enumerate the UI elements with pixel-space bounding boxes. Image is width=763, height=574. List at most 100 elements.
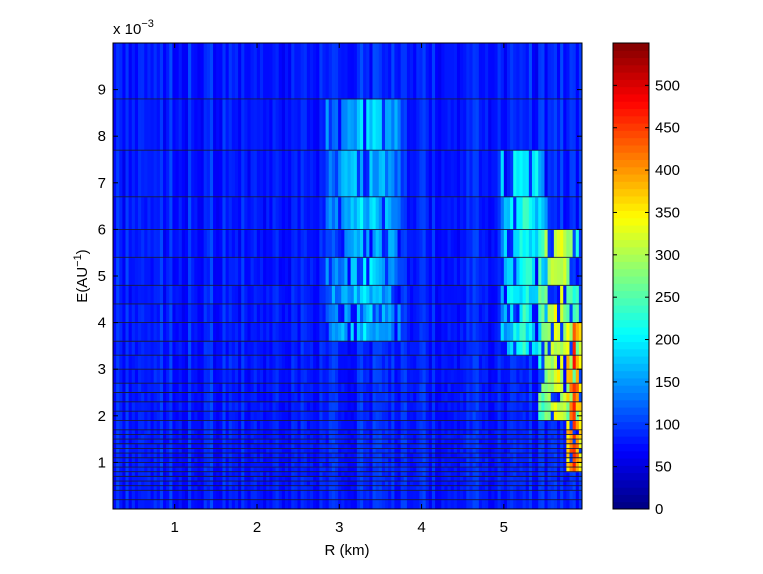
heatmap-cell bbox=[463, 392, 467, 403]
heatmap-cell bbox=[428, 303, 433, 323]
heatmap-cell bbox=[309, 411, 314, 421]
heatmap-cell bbox=[144, 257, 148, 286]
heatmap-cell bbox=[150, 411, 155, 421]
heatmap-cell bbox=[241, 392, 245, 403]
heatmap-cell bbox=[319, 453, 323, 459]
heatmap-cell bbox=[278, 499, 283, 510]
heatmap-cell bbox=[150, 429, 155, 435]
heatmap-cell bbox=[366, 439, 370, 445]
heatmap-cell bbox=[203, 420, 208, 431]
heatmap-cell bbox=[125, 499, 130, 510]
heatmap-cell bbox=[413, 322, 417, 342]
heatmap-cell bbox=[300, 471, 305, 477]
heatmap-cell bbox=[463, 434, 467, 440]
heatmap-cell bbox=[153, 150, 158, 198]
heatmap-cell bbox=[128, 467, 133, 473]
heatmap-cell bbox=[366, 476, 370, 482]
heatmap-cell bbox=[253, 229, 258, 258]
heatmap-cell bbox=[331, 257, 336, 286]
heatmap-cell bbox=[159, 257, 164, 286]
heatmap-cell bbox=[578, 285, 583, 305]
heatmap-cell bbox=[309, 196, 314, 230]
heatmap-cell bbox=[494, 462, 498, 468]
heatmap-cell bbox=[431, 471, 436, 477]
heatmap-cell bbox=[119, 196, 123, 230]
heatmap-cell bbox=[356, 43, 361, 100]
heatmap-cell bbox=[356, 448, 361, 454]
heatmap-cell bbox=[188, 383, 192, 393]
heatmap-cell bbox=[234, 439, 239, 445]
heatmap-cell bbox=[284, 434, 289, 440]
heatmap-cell bbox=[385, 499, 389, 510]
heatmap-cell bbox=[425, 341, 430, 356]
heatmap-cell bbox=[309, 429, 314, 435]
colorbar-tick-label: 50 bbox=[655, 459, 672, 476]
heatmap-cell bbox=[247, 481, 251, 487]
heatmap-cell bbox=[247, 457, 251, 463]
colorbar-segment bbox=[613, 268, 649, 277]
heatmap-cell bbox=[141, 98, 145, 151]
heatmap-cell bbox=[481, 467, 486, 473]
heatmap-cell bbox=[528, 285, 533, 305]
heatmap-cell bbox=[356, 229, 361, 258]
heatmap-cell bbox=[297, 443, 301, 449]
heatmap-cell bbox=[119, 369, 123, 384]
heatmap-cell bbox=[538, 257, 542, 286]
heatmap-cell bbox=[266, 355, 270, 370]
heatmap-cell bbox=[153, 341, 158, 356]
heatmap-cell bbox=[485, 485, 489, 491]
heatmap-cell bbox=[422, 392, 427, 403]
colorbar bbox=[613, 43, 649, 510]
heatmap-cell bbox=[216, 411, 220, 421]
heatmap-cell bbox=[503, 453, 508, 459]
heatmap-cell bbox=[510, 490, 514, 501]
heatmap-cell bbox=[288, 485, 292, 491]
heatmap-cell bbox=[231, 411, 236, 421]
heatmap-cell bbox=[225, 490, 230, 501]
heatmap-cell bbox=[513, 467, 517, 473]
heatmap-cell bbox=[372, 471, 377, 477]
heatmap-cell bbox=[344, 476, 348, 482]
heatmap-cell bbox=[460, 462, 464, 468]
heatmap-cell bbox=[497, 439, 502, 445]
heatmap-cell bbox=[113, 499, 117, 510]
heatmap-cell bbox=[238, 471, 242, 477]
heatmap-cell bbox=[300, 285, 305, 305]
heatmap-cell bbox=[469, 355, 473, 370]
heatmap-cell bbox=[531, 257, 536, 286]
heatmap-cell bbox=[344, 462, 348, 468]
heatmap-cell bbox=[206, 229, 211, 258]
heatmap-cell bbox=[478, 476, 483, 482]
heatmap-cell bbox=[197, 457, 201, 463]
heatmap-cell bbox=[328, 229, 333, 258]
heatmap-cell bbox=[513, 429, 517, 435]
heatmap-cell bbox=[322, 369, 327, 384]
heatmap-cell bbox=[500, 434, 505, 440]
heatmap-cell bbox=[410, 303, 414, 323]
heatmap-cell bbox=[309, 355, 314, 370]
heatmap-cell bbox=[553, 499, 558, 510]
heatmap-cell bbox=[319, 150, 323, 198]
colorbar-tick-label: 150 bbox=[655, 374, 680, 391]
heatmap-cell bbox=[522, 467, 527, 473]
heatmap-cell bbox=[294, 369, 298, 384]
heatmap-cell bbox=[500, 467, 505, 473]
heatmap-cell bbox=[413, 411, 417, 421]
heatmap-cell bbox=[313, 411, 317, 421]
heatmap-cell bbox=[222, 476, 226, 482]
heatmap-cell bbox=[500, 43, 505, 100]
heatmap-cell bbox=[506, 98, 511, 151]
heatmap-cell bbox=[181, 257, 186, 286]
colorbar-segment bbox=[613, 79, 649, 88]
heatmap-cell bbox=[138, 420, 142, 431]
heatmap-cell bbox=[147, 401, 151, 412]
heatmap-cell bbox=[575, 439, 580, 445]
heatmap-cell bbox=[553, 257, 558, 286]
heatmap-cell bbox=[181, 411, 186, 421]
heatmap-cell bbox=[306, 420, 311, 431]
heatmap-cell bbox=[447, 453, 452, 459]
y-tick-label: 8 bbox=[98, 128, 106, 145]
heatmap-cell bbox=[394, 401, 398, 412]
heatmap-cell bbox=[278, 355, 283, 370]
heatmap-cell bbox=[566, 420, 570, 431]
